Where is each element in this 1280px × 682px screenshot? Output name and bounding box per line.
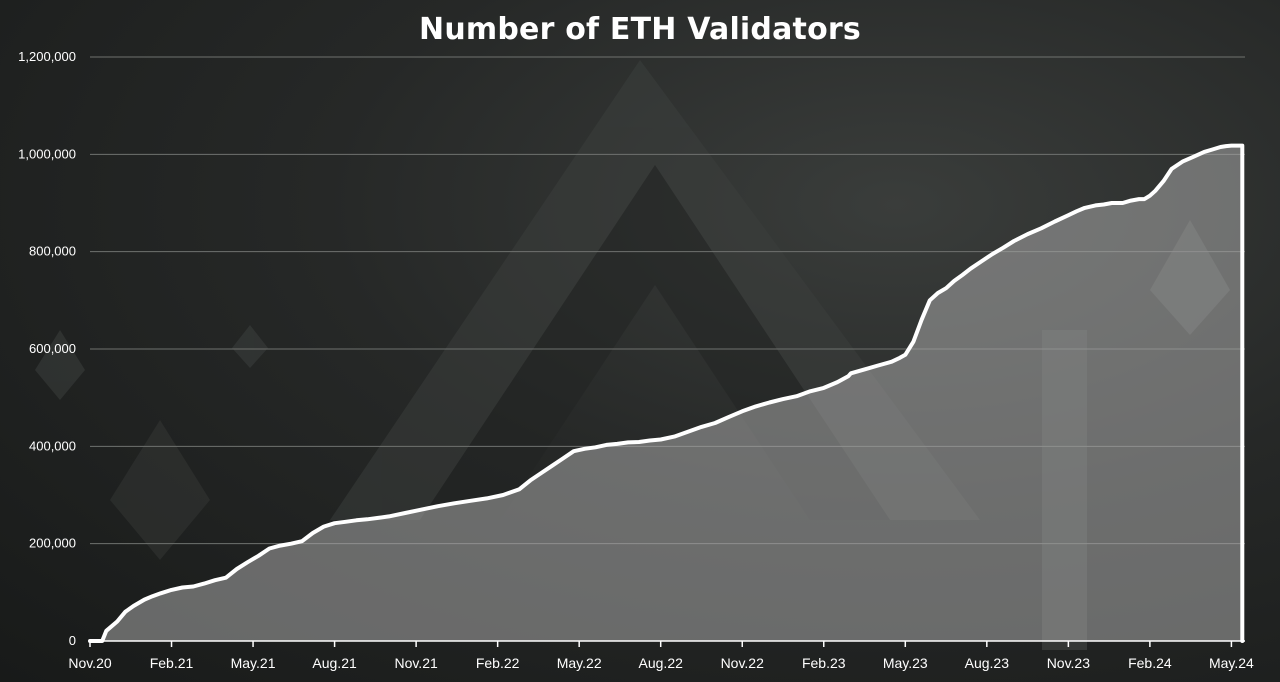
x-tick-label: Feb.24 xyxy=(1128,655,1172,671)
y-tick-label: 800,000 xyxy=(29,244,76,259)
x-tick-label: Nov.20 xyxy=(68,655,112,671)
x-tick-label: Aug.21 xyxy=(312,655,357,671)
y-tick-label: 600,000 xyxy=(29,341,76,356)
y-tick-label: 1,200,000 xyxy=(18,49,76,64)
chart-title: Number of ETH Validators xyxy=(419,12,861,47)
x-tick-label: Nov.23 xyxy=(1047,655,1091,671)
x-tick-label: Nov.22 xyxy=(721,655,765,671)
x-tick-label: Feb.21 xyxy=(150,655,194,671)
y-tick-labels: 0 200,000 400,000 600,000 800,000 1,000,000 1,… xyxy=(18,49,76,648)
x-tick-labels: Nov.20 Feb.21 May.21 Aug.21 Nov.21 Feb.22 May.… xyxy=(68,655,1254,671)
x-tick-label: May.24 xyxy=(1209,655,1254,671)
y-tick-label: 1,000,000 xyxy=(18,146,76,161)
y-tick-label: 400,000 xyxy=(29,438,76,453)
x-tick-label: May.21 xyxy=(231,655,276,671)
axes xyxy=(89,640,1245,647)
x-tick-label: Feb.23 xyxy=(802,655,846,671)
x-tick-label: Nov.21 xyxy=(394,655,438,671)
x-tick-label: Aug.23 xyxy=(965,655,1010,671)
x-tick-label: May.22 xyxy=(557,655,602,671)
x-tick-label: May.23 xyxy=(883,655,928,671)
series-fill xyxy=(90,145,1243,641)
y-tick-label: 0 xyxy=(69,633,76,648)
y-tick-label: 200,000 xyxy=(29,536,76,551)
series-line xyxy=(88,143,1245,643)
x-tick-label: Feb.22 xyxy=(476,655,520,671)
x-tick-label: Aug.22 xyxy=(639,655,684,671)
series-area xyxy=(88,143,1245,643)
